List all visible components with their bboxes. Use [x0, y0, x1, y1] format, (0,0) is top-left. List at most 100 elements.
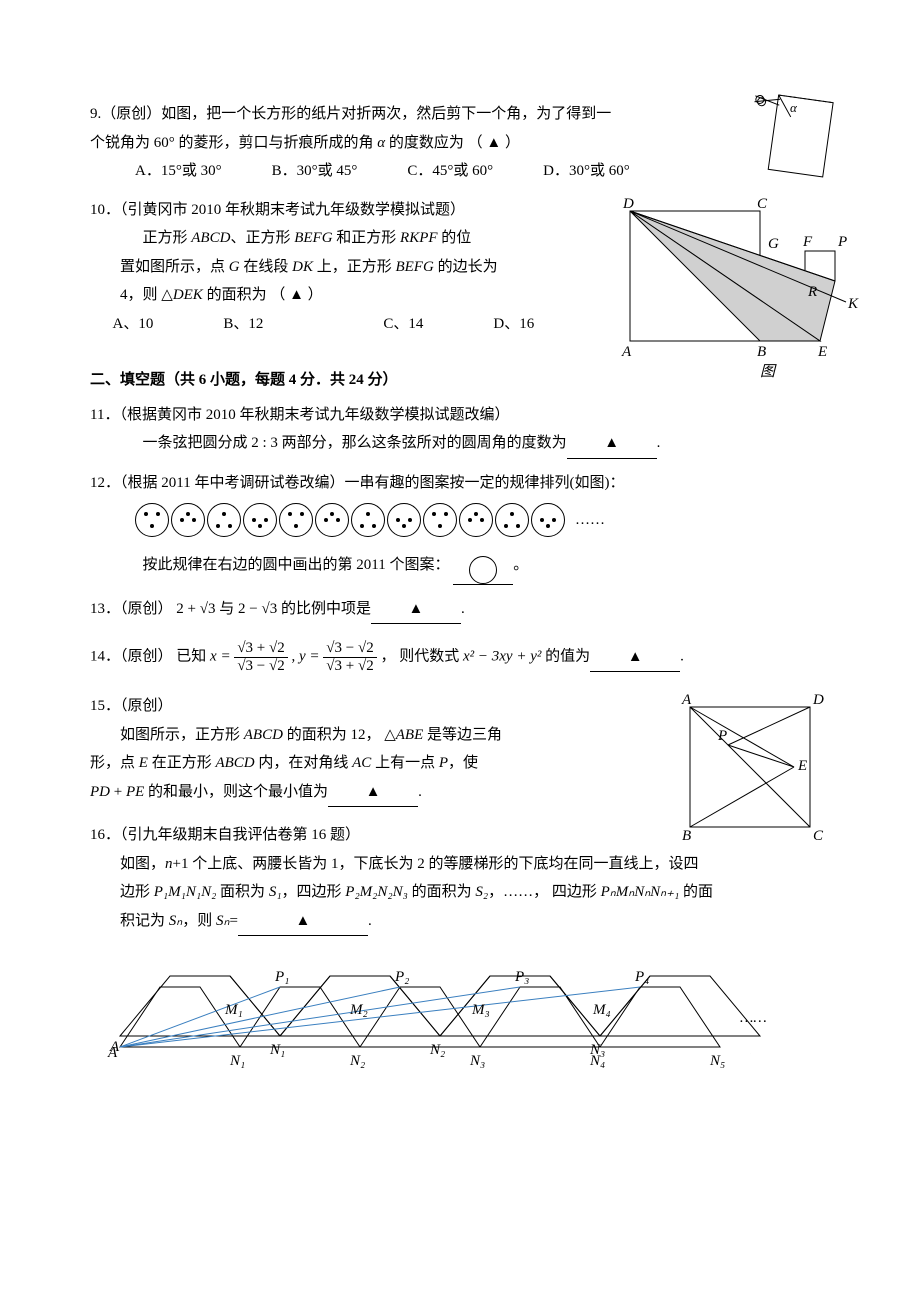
dot: [294, 524, 298, 528]
q16-line1: 如图，n+1 个上底、两腰长皆为 1，下底长为 2 的等腰梯形的下底均在同一直线…: [90, 850, 830, 879]
q15-source: （原创）: [120, 698, 173, 714]
q13-source: （原创）: [120, 601, 173, 617]
q10-option-c: C、14: [383, 310, 423, 339]
t: +: [110, 784, 126, 800]
question-15: A B C D E P 15．（原创） 如图所示，正方形 ABCD 的面积为 1…: [90, 692, 830, 807]
t: Sₙ: [169, 913, 182, 929]
q9-alpha: α: [377, 135, 385, 151]
t: 的面积为: [408, 884, 476, 900]
q14-x-eq: x =: [210, 649, 231, 665]
question-11: 11．（根据黄冈市 2010 年秋期末考试九年级数学模拟试题改编） 一条弦把圆分…: [90, 401, 830, 459]
t: 是等边三角: [423, 727, 502, 743]
svg-text:N₄: N₄: [589, 1053, 605, 1069]
q9-number: 9.: [90, 106, 101, 122]
t: .: [461, 601, 465, 617]
t: 、正方形: [230, 230, 294, 246]
pattern-circle: [387, 503, 421, 537]
t: DK: [292, 259, 313, 275]
dot: [438, 524, 442, 528]
q12-source: （根据 2011 年中考调研试卷改编）一串有趣的图案按一定的规律排列(如图)：: [120, 475, 624, 491]
svg-text:.: .: [750, 1053, 751, 1055]
q13-expr-a: 2 + √3: [176, 601, 215, 617]
dot: [444, 512, 448, 516]
q16-line-src: 16．（引九年级期末自我评估卷第 16 题）: [90, 821, 830, 850]
q14-number: 14．: [90, 649, 120, 665]
pattern-circle: [531, 503, 565, 537]
t: ， 则代数式: [380, 649, 463, 665]
t: 置如图所示，点: [120, 259, 229, 275]
pattern-circle: [279, 503, 313, 537]
q15-blank: ▲: [328, 778, 418, 808]
pattern-circle: [171, 503, 205, 537]
t: 的边长为: [434, 259, 498, 275]
q15-square-diagram: A B C D E P: [670, 692, 840, 842]
t: .: [657, 435, 661, 451]
question-12: 12．（根据 2011 年中考调研试卷改编）一串有趣的图案按一定的规律排列(如图…: [90, 469, 830, 581]
q10-option-d: D、16: [493, 310, 534, 339]
q12-line-src: 12．（根据 2011 年中考调研试卷改编）一串有趣的图案按一定的规律排列(如图…: [90, 469, 830, 498]
dot: [468, 518, 472, 522]
q14-blank: ▲: [590, 643, 680, 673]
t: .: [418, 784, 422, 800]
t: 在正方形: [148, 755, 216, 771]
q9-text-2: 个锐角为 60° 的菱形，剪口与折痕所成的角: [90, 135, 377, 151]
q9-option-a: A．15°或 30°: [135, 157, 222, 186]
pattern-circle: [207, 503, 241, 537]
dot: [336, 518, 340, 522]
q14-expr: x² − 3xy + y²: [463, 649, 541, 665]
t: ABE: [396, 727, 424, 743]
svg-text:F: F: [802, 234, 813, 250]
t: √3 + √2: [323, 658, 376, 675]
svg-text:……: ……: [740, 1010, 767, 1026]
svg-text:P₁: P₁: [274, 969, 289, 985]
q10-source: （引黄冈市 2010 年秋期末考试九年级数学模拟试题）: [120, 202, 465, 218]
q14-source: （原创）: [120, 649, 173, 665]
t: ABCD: [244, 727, 283, 743]
t: PD: [90, 784, 110, 800]
q16-blank: ▲: [238, 907, 368, 937]
svg-text:C: C: [757, 196, 768, 212]
q11-source: （根据黄冈市 2010 年秋期末考试九年级数学模拟试题改编）: [119, 407, 509, 423]
q11-number: 11．: [90, 407, 119, 423]
t: 。: [513, 557, 528, 573]
svg-text:E: E: [817, 344, 827, 360]
q9-text-3: 的度数应为 （ ▲ ）: [385, 135, 520, 151]
t: AC: [352, 755, 371, 771]
t: .: [368, 913, 372, 929]
dot: [180, 518, 184, 522]
triangle-symbol: △: [161, 286, 173, 303]
question-9: α 9.（原创）如图，把一个长方形的纸片对折两次，然后剪下一个角，为了得到一 个…: [90, 100, 830, 186]
t: =: [230, 913, 238, 929]
dot: [552, 518, 556, 522]
q13-blank: ▲: [371, 595, 461, 625]
q9-option-d: D．30°或 60°: [543, 157, 630, 186]
dot: [150, 524, 154, 528]
q14-y-eq: y =: [299, 649, 320, 665]
q10-figure: A B C D E F G K P R 图: [610, 196, 860, 407]
question-16: 16．（引九年级期末自我评估卷第 16 题） 如图，n+1 个上底、两腰长皆为 …: [90, 821, 830, 1077]
t: 的和最小，则这个最小值为: [144, 784, 328, 800]
dot: [510, 512, 514, 516]
dot: [252, 518, 256, 522]
svg-text:B: B: [757, 344, 766, 360]
t: √3 − √2: [234, 658, 287, 675]
dot: [186, 512, 190, 516]
dot: [402, 524, 406, 528]
t: 和正方形: [333, 230, 401, 246]
svg-text:D: D: [622, 196, 634, 212]
question-14: 14．（原创） 已知 x = √3 + √2√3 − √2 , y = √3 −…: [90, 640, 830, 674]
t: .: [680, 649, 684, 665]
dot: [144, 512, 148, 516]
q12-number: 12．: [90, 475, 120, 491]
t: 按此规律在右边的圆中画出的第 2011 个图案：: [143, 557, 450, 573]
t: 的比例中项是: [277, 601, 371, 617]
t: G: [229, 259, 240, 275]
q10-number: 10．: [90, 202, 120, 218]
svg-text:N₃: N₃: [469, 1053, 485, 1069]
dot: [546, 524, 550, 528]
q15-number: 15．: [90, 698, 120, 714]
svg-text:图: 图: [760, 364, 777, 380]
pattern-circle: [423, 503, 457, 537]
dot: [288, 512, 292, 516]
t: √3 − √2: [323, 640, 376, 658]
